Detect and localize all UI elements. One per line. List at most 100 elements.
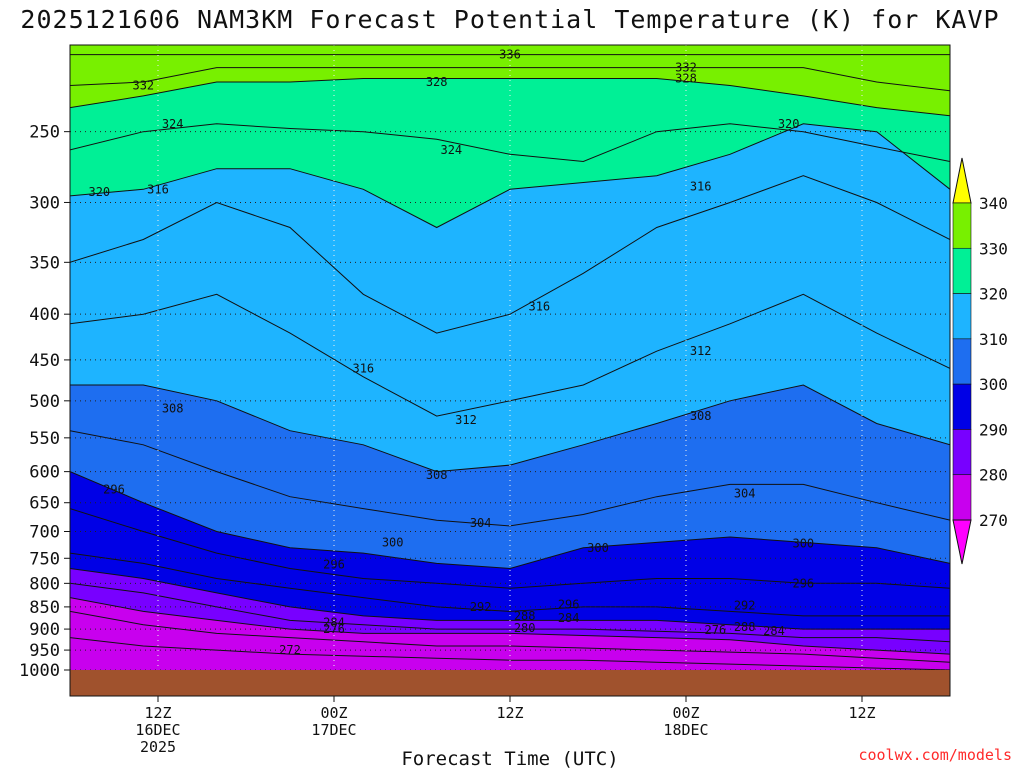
x-tick-label: 2025	[140, 738, 176, 756]
fill-band-336	[70, 54, 950, 91]
contour-label: 328	[675, 71, 697, 85]
colorbar-bottom-arrow	[952, 519, 972, 565]
contour-label: 336	[499, 48, 521, 62]
colorbar-segment	[952, 202, 972, 249]
fill-band-288	[70, 568, 950, 642]
contour-label: 312	[455, 413, 477, 427]
contour-label: 292	[734, 599, 756, 613]
isentrope-296	[70, 508, 950, 589]
contour-label: 296	[558, 598, 580, 612]
x-axis-label: Forecast Time (UTC)	[401, 748, 618, 768]
contour-label: 296	[323, 557, 345, 571]
isentrope-328	[70, 78, 950, 117]
contour-label: 312	[690, 344, 712, 358]
x-tick-label: 12Z	[496, 704, 523, 722]
contour-label: 288	[514, 609, 536, 623]
y-tick-label: 450	[29, 351, 60, 371]
contour-label: 284	[323, 616, 345, 630]
contour-label: 272	[279, 643, 301, 657]
fill-band-272	[70, 637, 950, 670]
credit-text: coolwx.com/models	[858, 746, 1012, 764]
contour-label: 288	[734, 620, 756, 634]
contour-label: 320	[88, 185, 110, 199]
x-tick-label: 00Z	[320, 704, 347, 722]
y-tick-label: 1000	[19, 661, 60, 681]
colorbar-segment	[952, 293, 972, 340]
isentrope-332	[70, 67, 950, 92]
contour-label: 308	[162, 402, 184, 416]
colorbar-label: 270	[979, 511, 1008, 530]
contour-label: 332	[132, 79, 154, 93]
contour-label: 296	[792, 576, 814, 590]
fill-band-312	[70, 294, 950, 472]
fill-band-316	[70, 175, 950, 417]
y-tick-label: 650	[29, 494, 60, 514]
fill-band-284	[70, 583, 950, 655]
y-tick-label: 950	[29, 641, 60, 661]
fill-band-300	[70, 471, 950, 589]
contour-label: 304	[470, 516, 492, 530]
fill-band-280	[70, 597, 950, 663]
colorbar-segment	[952, 383, 972, 430]
contour-label: 316	[352, 361, 374, 375]
contour-label: 308	[690, 409, 712, 423]
y-tick-label: 800	[29, 574, 60, 594]
contour-label: 276	[704, 623, 726, 637]
contour-label: 296	[103, 482, 125, 496]
y-tick-label: 700	[29, 522, 60, 542]
colorbar: 270 280 290 300 310 320 330 340	[952, 157, 1008, 565]
colorbar-label: 300	[979, 375, 1008, 394]
theta-fill-layer	[70, 45, 950, 670]
colorbar-label: 340	[979, 194, 1008, 213]
colorbar-label: 310	[979, 330, 1008, 349]
y-tick-label: 500	[29, 392, 60, 412]
colorbar-segment	[952, 474, 972, 521]
contour-label: 304	[734, 487, 756, 501]
x-tick-label: 00Z	[672, 704, 699, 722]
contour-label: 324	[162, 117, 184, 131]
contour-label: 328	[426, 75, 448, 89]
contour-label: 284	[558, 611, 580, 625]
y-tick-label: 300	[29, 193, 60, 213]
x-tick-label: 12Z	[848, 704, 875, 722]
x-tick-label: 12Z	[144, 704, 171, 722]
contour-label: 284	[763, 624, 785, 638]
colorbar-label: 320	[979, 285, 1008, 304]
isentrope-300	[70, 471, 950, 570]
contour-label: 292	[470, 600, 492, 614]
contour-label: 308	[426, 468, 448, 482]
contour-label: 300	[587, 541, 609, 555]
y-tick-label: 600	[29, 463, 60, 483]
colorbar-label: 290	[979, 420, 1008, 439]
contour-label: 316	[528, 299, 550, 313]
ground-band	[70, 670, 950, 696]
y-tick-label: 350	[29, 253, 60, 273]
isentrope-292	[70, 552, 950, 617]
colorbar-top-arrow	[952, 157, 972, 204]
contour-label: 316	[690, 180, 712, 194]
colorbar-segment	[952, 338, 972, 385]
contour-label: 280	[514, 621, 536, 635]
y-tick-label: 900	[29, 620, 60, 640]
contour-label: 320	[778, 117, 800, 131]
contour-label: 276	[323, 622, 345, 636]
fill-band-332	[70, 67, 950, 116]
contour-label: 332	[675, 61, 697, 75]
isentrope-280	[70, 597, 950, 655]
contour-label: 316	[147, 182, 169, 196]
contour-label: 324	[440, 143, 462, 157]
colorbar-label: 330	[979, 239, 1008, 258]
colorbar-label: 280	[979, 466, 1008, 485]
x-tick-label: 18DEC	[663, 721, 708, 739]
fill-band-276	[70, 611, 950, 670]
y-tick-label: 850	[29, 598, 60, 618]
y-tick-label: 250	[29, 123, 60, 143]
y-tick-label: 750	[29, 549, 60, 569]
fill-band-320	[70, 123, 950, 334]
fill-band-296	[70, 508, 950, 616]
x-tick-label: 17DEC	[311, 721, 356, 739]
